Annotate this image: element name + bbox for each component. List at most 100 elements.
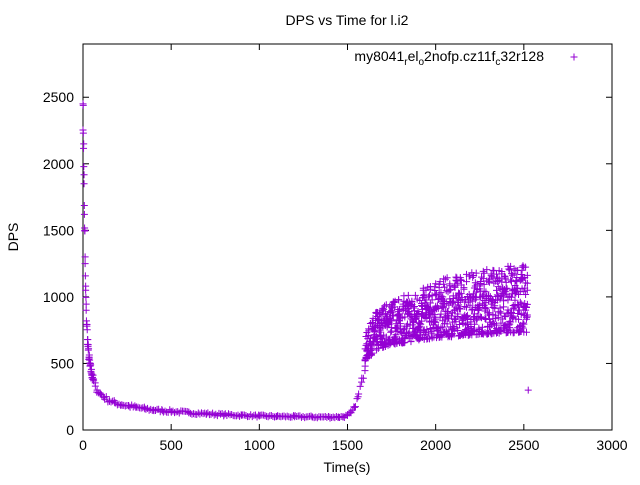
data-point-706	[436, 278, 444, 286]
data-point-70	[80, 171, 88, 179]
data-point-750	[444, 308, 452, 316]
data-point-315	[367, 344, 375, 352]
data-point-959	[481, 314, 489, 322]
data-point-134	[134, 403, 142, 411]
data-point-78	[82, 300, 90, 308]
y-tick-label-2500: 2500	[43, 89, 74, 105]
data-point-8	[82, 306, 90, 314]
data-point-74	[81, 253, 89, 261]
data-point-709	[437, 310, 445, 318]
data-point-117	[107, 398, 115, 406]
data-point-472	[395, 311, 403, 319]
data-point-107	[91, 379, 99, 387]
data-point-720	[439, 293, 447, 301]
data-point-674	[431, 317, 439, 325]
data-point-1080	[502, 290, 510, 298]
data-point-885	[468, 306, 476, 314]
data-point-972	[483, 266, 491, 274]
data-point-525	[404, 291, 412, 299]
data-point-1191	[522, 291, 530, 299]
y-tick-label-1000: 1000	[43, 289, 74, 305]
data-point-810	[455, 295, 463, 303]
data-point-718	[439, 323, 447, 331]
data-point-1000	[488, 273, 496, 281]
data-point-962	[481, 304, 489, 312]
data-point-682	[432, 318, 440, 326]
data-point-271	[351, 403, 359, 411]
data-point-661	[428, 292, 436, 300]
data-point-696	[434, 304, 442, 312]
data-point-228	[283, 412, 291, 420]
data-point-337	[371, 328, 379, 336]
data-point-872	[465, 290, 473, 298]
data-point-986	[485, 315, 493, 323]
data-point-1197	[522, 304, 530, 312]
data-point-106	[90, 375, 98, 383]
data-point-651	[426, 285, 434, 293]
legend-label-part-6: 32r128	[500, 48, 544, 64]
data-point-66	[79, 126, 87, 134]
data-point-1084	[503, 310, 511, 318]
data-point-75	[81, 272, 89, 280]
data-point-447	[390, 303, 398, 311]
data-point-680	[432, 280, 440, 288]
data-point-621	[421, 314, 429, 322]
data-point-277	[361, 367, 369, 375]
data-point-899	[470, 320, 478, 328]
data-point-1202	[523, 271, 531, 279]
x-tick-label-500: 500	[159, 437, 183, 453]
y-axis-ticks: 0 500 1000 1500 2000 2500	[43, 89, 612, 438]
data-point-151	[161, 407, 169, 415]
data-point-1159	[516, 288, 524, 296]
data-point-421	[386, 341, 394, 349]
data-point-627	[422, 286, 430, 294]
data-point-1176	[519, 274, 527, 282]
data-point-570	[412, 314, 420, 322]
data-point-276	[359, 374, 367, 382]
data-point-862	[463, 314, 471, 322]
data-point-68	[80, 144, 88, 152]
data-point-448	[391, 297, 399, 305]
data-point-3	[80, 180, 88, 188]
data-point-841	[460, 284, 468, 292]
data-point-1027	[493, 286, 501, 294]
data-point-813	[455, 321, 463, 329]
data-point-1152	[515, 291, 523, 299]
data-point-881	[467, 318, 475, 326]
data-point-811	[455, 301, 463, 309]
x-tick-label-2500: 2500	[508, 437, 539, 453]
legend-series-label: my8041relo2nofp.cz11fc32r128	[354, 48, 544, 68]
data-point-272	[353, 395, 361, 403]
data-point-1066	[500, 297, 508, 305]
data-point-1144	[514, 309, 522, 317]
data-point-1005	[489, 303, 497, 311]
data-point-82	[83, 326, 91, 334]
data-point-201	[240, 411, 248, 419]
data-point-650	[426, 299, 434, 307]
x-tick-label-0: 0	[79, 437, 87, 453]
data-point-1148	[515, 315, 523, 323]
data-point-900	[470, 326, 478, 334]
data-point-122	[115, 400, 123, 408]
x-axis-ticks: 0 500 1000 1500 2000 2500 3000	[79, 44, 628, 453]
data-point-471	[395, 296, 403, 304]
data-point-638	[425, 293, 433, 301]
data-point-1177	[519, 324, 527, 332]
data-point-442	[389, 298, 397, 306]
x-tick-label-2000: 2000	[420, 437, 451, 453]
data-point-1040	[495, 326, 503, 334]
data-point-940	[478, 314, 486, 322]
data-point-218	[267, 411, 275, 419]
data-point-1049	[497, 319, 505, 327]
data-point-1154	[515, 306, 523, 314]
data-point-910	[472, 269, 480, 277]
data-point-268	[347, 408, 355, 416]
data-point-1103	[507, 276, 515, 284]
data-point-1166	[517, 276, 525, 284]
data-point-380	[379, 335, 387, 343]
data-point-1106	[507, 318, 515, 326]
data-point-1044	[496, 327, 504, 335]
data-point-1116	[508, 271, 516, 279]
y-tick-label-1500: 1500	[43, 222, 74, 238]
